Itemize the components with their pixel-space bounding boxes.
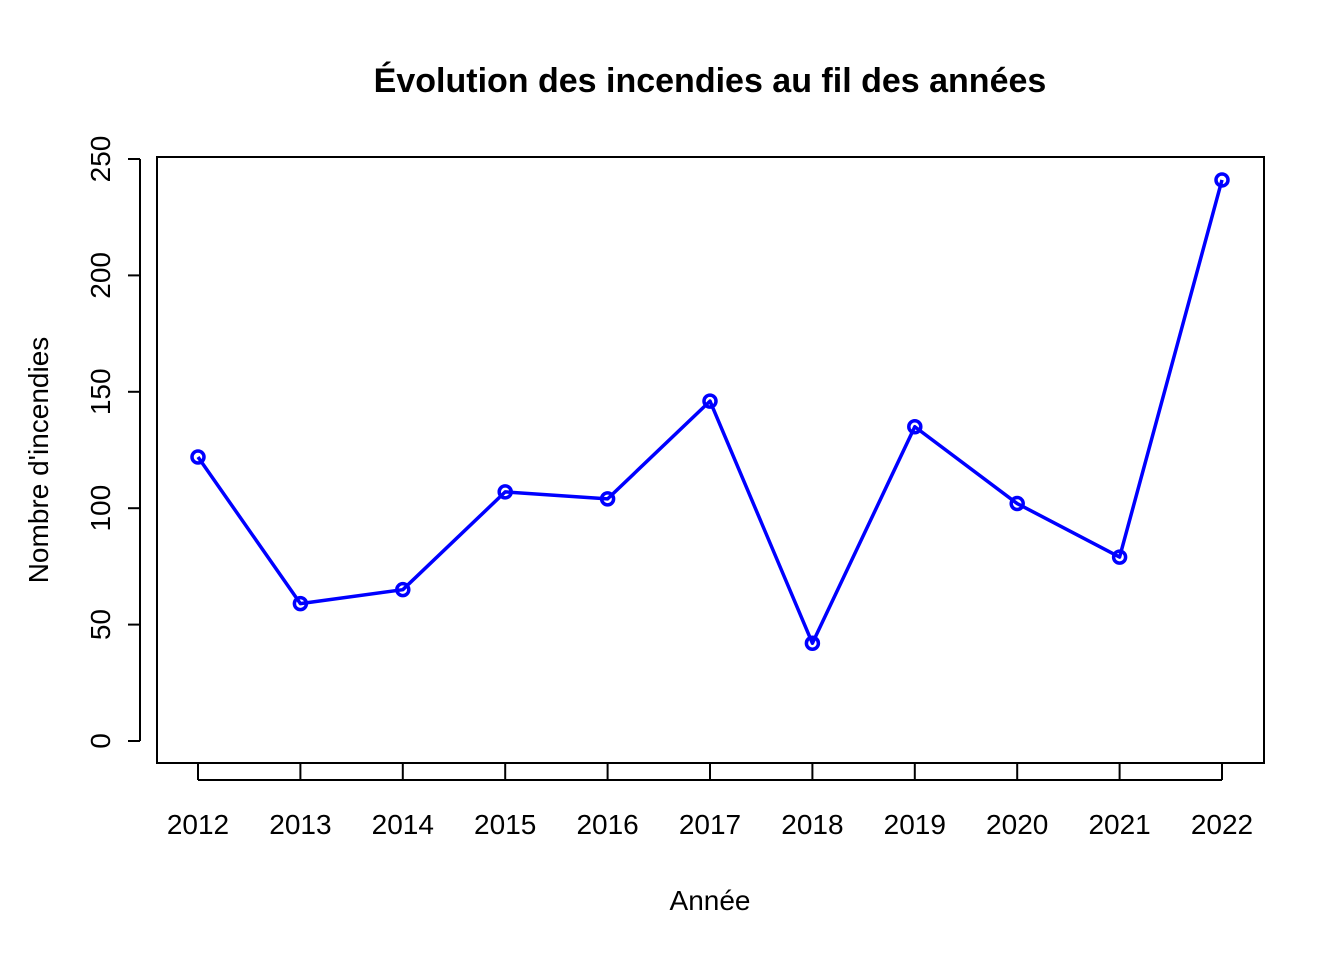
x-tick-label: 2016 [576,809,638,840]
x-tick-label: 2013 [269,809,331,840]
data-point [190,449,206,465]
y-tick-label: 200 [85,252,116,299]
y-tick-label: 250 [85,136,116,183]
data-point [497,484,513,500]
data-point [1214,172,1230,188]
chart-title: Évolution des incendies au fil des année… [374,62,1047,100]
x-axis: 2012 2013 2014 2015 2016 2017 2018 2019 2020 2021… [167,763,1253,840]
y-axis: 0 50 100 150 200 250 [85,136,141,749]
data-point [1111,549,1128,565]
data-point [907,418,923,435]
x-tick-label: 2019 [884,809,946,840]
data-point [599,491,616,507]
y-tick-label: 150 [85,368,116,415]
series-path [196,179,1224,645]
data-point [702,393,718,409]
data-point [395,581,411,598]
plot-frame [156,156,1265,764]
x-tick-label: 2022 [1191,809,1253,840]
x-tick-label: 2015 [474,809,536,840]
y-axis-label: Nombre d'incendies [23,337,54,584]
x-tick-label: 2014 [372,809,434,840]
x-tick-label: 2012 [167,809,229,840]
data-point [1009,495,1025,512]
x-tick-label: 2017 [679,809,741,840]
x-tick-label: 2021 [1088,809,1150,840]
x-axis-label: Année [670,885,751,916]
x-tick-label: 2020 [986,809,1048,840]
y-tick-label: 100 [85,485,116,532]
y-tick-label: 0 [85,733,116,749]
data-point [804,635,821,651]
series-line [190,172,1230,651]
y-tick-label: 50 [85,609,116,640]
x-tick-label: 2018 [781,809,843,840]
data-point [292,595,309,612]
